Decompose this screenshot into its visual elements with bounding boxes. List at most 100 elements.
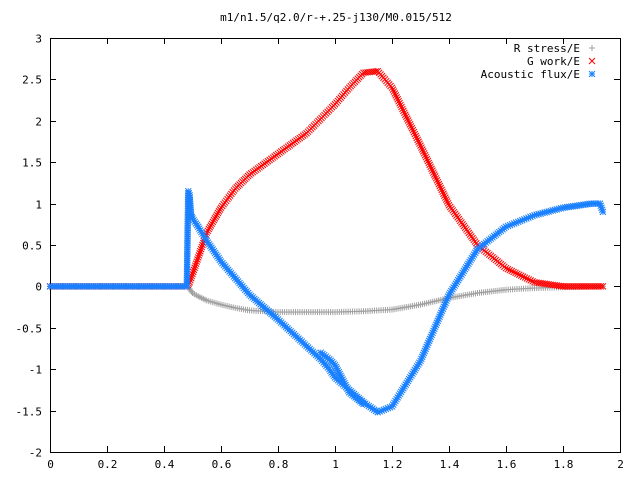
chart-title: m1/n1.5/q2.0/r-+.25-j130/M0.015/512 — [220, 11, 452, 24]
data-point — [191, 264, 198, 272]
series-1 — [46, 67, 607, 290]
data-point — [198, 243, 206, 251]
data-point — [418, 144, 425, 151]
data-point — [599, 208, 607, 216]
data-point — [403, 115, 411, 122]
data-point — [429, 167, 436, 174]
data-point — [190, 266, 198, 274]
y-tick-label: 1.5 — [22, 157, 42, 170]
x-tick-label: 0.4 — [155, 458, 175, 471]
y-tick-label: 2 — [35, 116, 42, 129]
data-point — [414, 136, 422, 144]
y-tick-label: -2 — [29, 447, 42, 460]
y-tick-label: 0.5 — [22, 240, 42, 253]
data-point — [435, 180, 443, 188]
legend-label: Acoustic flux/E — [481, 68, 580, 81]
data-point — [506, 266, 514, 274]
data-point — [192, 260, 200, 267]
data-point — [372, 68, 380, 75]
data-point — [398, 103, 405, 111]
data-point — [424, 157, 432, 165]
x-tick-label: 0.8 — [269, 458, 289, 471]
data-point — [421, 151, 429, 159]
data-point — [197, 245, 205, 253]
data-point — [411, 130, 419, 138]
data-point — [423, 155, 431, 163]
data-point — [438, 186, 445, 194]
data-point — [433, 176, 441, 184]
data-point — [396, 99, 403, 107]
data-point — [216, 206, 224, 213]
data-point — [420, 149, 428, 157]
data-point — [195, 251, 203, 259]
data-point — [193, 258, 201, 265]
data-point — [397, 101, 404, 109]
data-point — [413, 134, 421, 142]
y-tick-label: -0.5 — [16, 323, 43, 336]
data-point — [395, 97, 403, 105]
data-point — [597, 283, 605, 290]
data-point — [425, 159, 433, 167]
legend-label: G work/E — [527, 55, 580, 68]
data-point — [194, 256, 201, 263]
data-point — [415, 138, 422, 146]
data-point — [432, 174, 440, 182]
data-point — [515, 271, 523, 279]
data-point — [207, 222, 215, 229]
data-point — [519, 273, 527, 280]
data-point — [442, 196, 450, 203]
x-tick-label: 1.6 — [497, 458, 517, 471]
data-point — [430, 171, 438, 178]
x-tick-label: 0.6 — [212, 458, 232, 471]
data-point — [392, 92, 400, 99]
data-point — [196, 247, 204, 255]
data-point — [400, 109, 408, 117]
data-point — [215, 207, 223, 215]
data-point — [189, 270, 196, 278]
y-tick-label: 3 — [35, 33, 42, 46]
data-point — [439, 188, 446, 196]
data-point — [360, 400, 367, 408]
y-tick-label: 2.5 — [22, 74, 42, 87]
data-point — [525, 276, 533, 283]
data-point — [529, 277, 536, 285]
data-point — [419, 148, 427, 155]
data-point — [388, 84, 396, 92]
data-point — [211, 215, 219, 222]
y-tick-label: -1 — [29, 364, 42, 377]
data-point — [389, 86, 397, 93]
data-point — [191, 262, 199, 270]
data-point — [422, 153, 430, 161]
data-point — [417, 142, 424, 149]
data-point — [391, 90, 399, 97]
data-point — [213, 211, 221, 219]
data-point — [444, 199, 452, 207]
legend-marker — [588, 57, 596, 65]
x-tick-label: 1.8 — [554, 458, 574, 471]
data-point — [194, 254, 202, 261]
data-point — [205, 225, 213, 233]
data-point — [523, 275, 531, 282]
data-point — [517, 272, 525, 280]
data-point — [527, 277, 535, 284]
legend-label: R stress/E — [514, 42, 580, 55]
data-point — [510, 268, 517, 276]
data-point — [418, 146, 426, 153]
legend-marker — [588, 70, 596, 78]
data-point — [210, 216, 218, 224]
data-point — [405, 119, 413, 126]
legend-marker — [589, 45, 595, 51]
x-tick-label: 0 — [47, 458, 54, 471]
x-tick-label: 1.2 — [383, 458, 403, 471]
data-point — [212, 213, 220, 220]
y-tick-label: 1 — [35, 199, 42, 212]
data-point — [400, 107, 407, 115]
data-point — [502, 264, 510, 272]
plot-frame — [50, 38, 621, 453]
data-point — [189, 268, 197, 276]
x-tick-label: 1.4 — [440, 458, 460, 471]
data-point — [399, 105, 406, 113]
data-point — [512, 269, 519, 277]
series-2 — [46, 187, 607, 416]
